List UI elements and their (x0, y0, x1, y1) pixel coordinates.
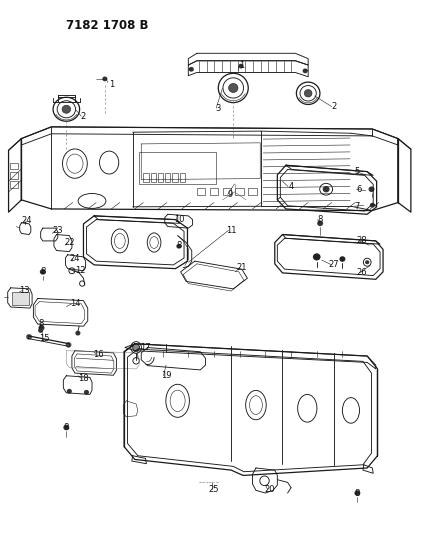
Bar (10, 172, 18, 179)
Bar (165, 173, 170, 182)
Text: 26: 26 (357, 269, 367, 277)
Ellipse shape (317, 221, 323, 226)
Bar (158, 173, 163, 182)
Bar (10, 181, 18, 188)
Text: 8: 8 (355, 489, 360, 497)
Text: 7182 1708 B: 7182 1708 B (66, 19, 149, 31)
Text: 24: 24 (22, 216, 32, 224)
Text: 20: 20 (265, 485, 275, 494)
Bar (210, 188, 218, 195)
Text: 8: 8 (318, 215, 323, 224)
Text: 10: 10 (174, 215, 184, 224)
Text: 15: 15 (39, 334, 49, 343)
Ellipse shape (67, 389, 72, 393)
Bar (143, 173, 149, 182)
Text: 2: 2 (81, 112, 86, 120)
Bar (10, 163, 18, 169)
Text: 28: 28 (357, 237, 367, 245)
Ellipse shape (133, 344, 140, 351)
Ellipse shape (62, 106, 71, 114)
Bar (223, 188, 231, 195)
Ellipse shape (229, 83, 238, 93)
Text: 5: 5 (355, 167, 360, 176)
Bar (197, 188, 205, 195)
Text: 8: 8 (40, 268, 45, 276)
Text: 7: 7 (355, 202, 360, 211)
Text: 16: 16 (93, 350, 104, 359)
Text: 17: 17 (140, 343, 151, 352)
Text: 8: 8 (176, 241, 181, 249)
Ellipse shape (370, 203, 375, 207)
Text: 9: 9 (228, 190, 233, 199)
Text: 6: 6 (357, 185, 362, 193)
Text: 13: 13 (20, 286, 30, 295)
Ellipse shape (84, 390, 89, 394)
Bar (180, 173, 185, 182)
Bar (151, 173, 156, 182)
Ellipse shape (75, 330, 80, 336)
Text: 12: 12 (75, 266, 86, 275)
Text: 18: 18 (78, 374, 89, 383)
Text: 8: 8 (64, 423, 69, 432)
Text: 21: 21 (237, 263, 247, 272)
Text: 27: 27 (329, 261, 339, 269)
Text: 1: 1 (109, 80, 114, 88)
Ellipse shape (26, 334, 32, 340)
Text: 2: 2 (331, 102, 336, 111)
Ellipse shape (65, 342, 71, 348)
Ellipse shape (40, 269, 46, 274)
Ellipse shape (365, 260, 369, 264)
Ellipse shape (354, 490, 360, 496)
Text: 23: 23 (53, 226, 63, 235)
Ellipse shape (189, 67, 194, 72)
Ellipse shape (303, 68, 308, 74)
Ellipse shape (102, 76, 107, 82)
Ellipse shape (238, 63, 244, 68)
Ellipse shape (176, 244, 181, 248)
Ellipse shape (339, 256, 345, 262)
Bar (12, 292, 29, 305)
Text: 3: 3 (216, 104, 221, 112)
Text: 11: 11 (226, 226, 236, 235)
Text: 4: 4 (288, 182, 294, 191)
Ellipse shape (313, 253, 321, 261)
Text: 8: 8 (39, 319, 44, 328)
Ellipse shape (323, 186, 330, 192)
Bar (235, 188, 244, 195)
Ellipse shape (369, 187, 374, 192)
Text: 24: 24 (70, 254, 80, 263)
Text: 1: 1 (239, 61, 244, 69)
Text: 22: 22 (64, 238, 74, 247)
Text: 25: 25 (209, 485, 219, 494)
Bar (139, 152, 216, 184)
Ellipse shape (63, 425, 69, 430)
Ellipse shape (38, 328, 43, 333)
Ellipse shape (39, 325, 45, 330)
Ellipse shape (304, 90, 312, 97)
Text: 14: 14 (70, 300, 80, 308)
Bar (248, 188, 257, 195)
Bar (172, 173, 178, 182)
Text: 19: 19 (161, 372, 171, 380)
